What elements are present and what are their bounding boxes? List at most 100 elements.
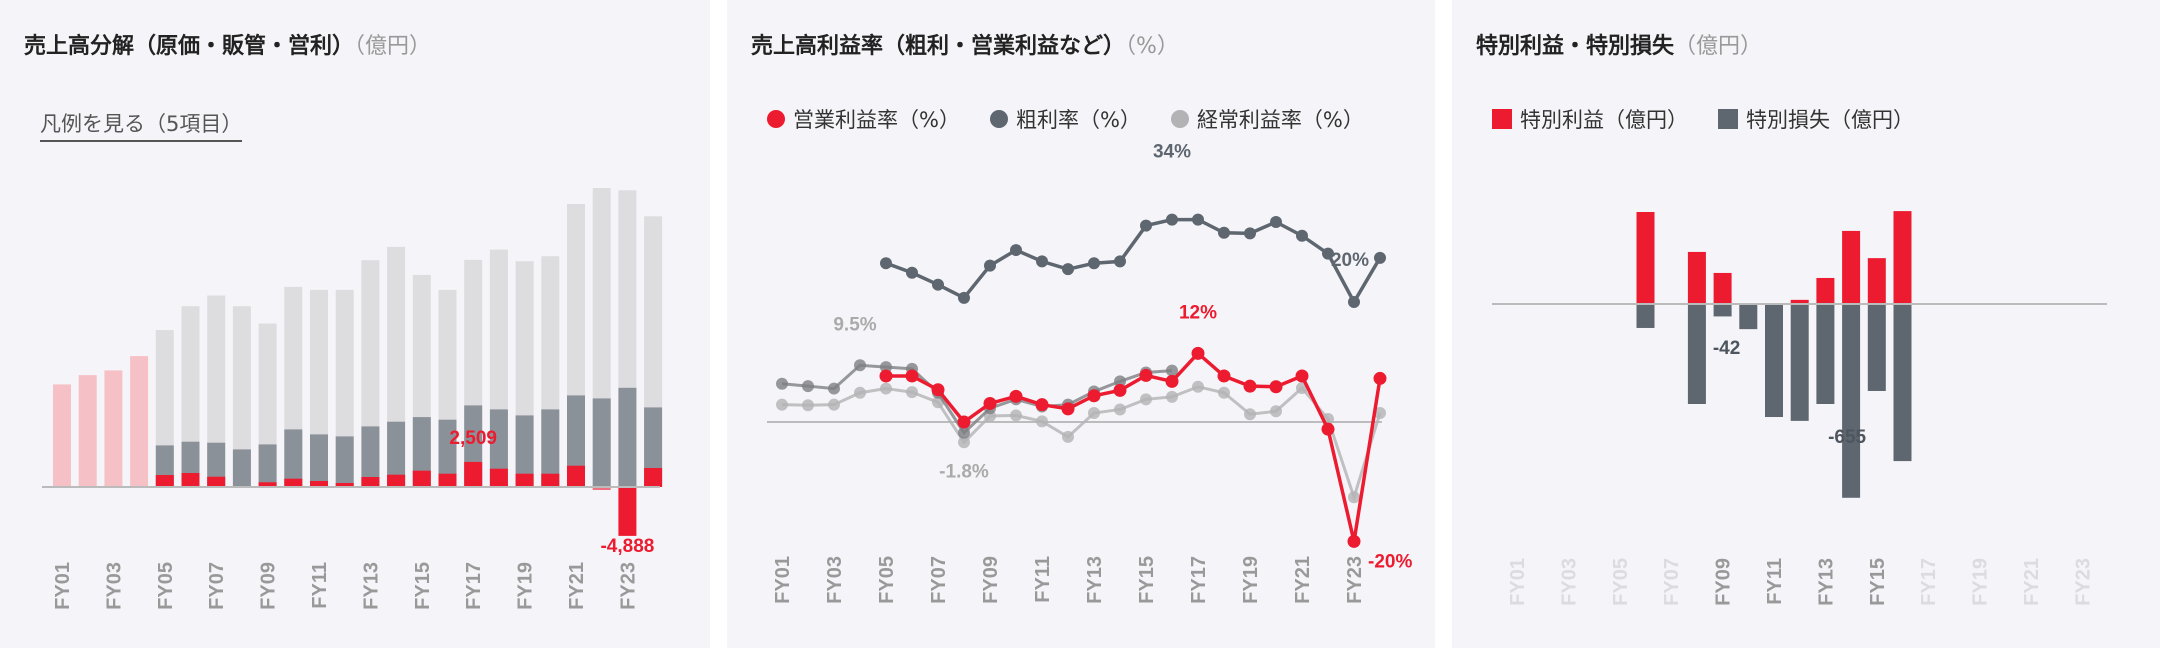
gross-margin-point [1010, 244, 1022, 257]
x-tick-label: FY23 [617, 562, 639, 610]
operating-margin-old-point [1114, 375, 1126, 388]
operating-profit-bar [155, 475, 174, 487]
gross-profit-bar [207, 442, 226, 487]
x-tick-label: FY23 [1344, 556, 1366, 604]
x-tick-label: FY05 [876, 556, 898, 604]
ordinary-margin-point [958, 436, 970, 449]
operating-profit-bar [181, 473, 200, 487]
legend-dot-icon [989, 110, 1008, 128]
gross-margin-point [1244, 227, 1256, 240]
gross-profit-bar [567, 395, 585, 487]
ordinary-margin-point [880, 382, 892, 395]
operating-profit-bar [310, 481, 328, 487]
gross-profit-bar [310, 434, 328, 487]
show-legend-link[interactable]: 凡例を見る（5項目） [40, 108, 243, 142]
title-unit: （億円） [1674, 34, 1763, 59]
x-tick-label: FY13 [360, 562, 382, 610]
extraordinary-loss-bar [1739, 304, 1758, 330]
chart-legend: 営業利益率（%） 粗利率（%） 経常利益率（%） [767, 104, 1422, 134]
operating-margin-point [1217, 369, 1231, 383]
operating-margin-point [1191, 346, 1205, 360]
legend-square-icon [1718, 109, 1738, 129]
profit-margin-chart: 34% 20% 12% -20% 9.5% -1.8% FY01 FY03 FY05 FY07 FY… [767, 142, 1412, 604]
operating-profit-bar [438, 473, 457, 487]
sales-breakdown-panel: 売上高分解（原価・販管・営利）（億円） 凡例を見る（5項目） 2,509 -4,8… [0, 0, 710, 648]
operating-profit-bar [284, 478, 303, 487]
gross-margin-point [1114, 255, 1126, 268]
operating-margin-point [1035, 398, 1049, 412]
operating-margin-point [879, 369, 893, 383]
legend-dot-icon [767, 110, 785, 128]
x-tick-label: FY01 [52, 562, 74, 610]
x-tick-label: FY21 [2021, 558, 2043, 606]
operating-profit-bar [567, 465, 585, 487]
legend-item-gross-margin[interactable]: 粗利率（%） [989, 104, 1141, 134]
ordinary-margin-point [1348, 491, 1360, 504]
operating-margin-point [957, 415, 971, 429]
operating-margin-old-line [781, 363, 1173, 436]
data-label: -42 [1713, 338, 1740, 359]
operating-margin-old-point [776, 377, 788, 390]
data-label: 12% [1179, 302, 1217, 323]
legend-item-operating-margin[interactable]: 営業利益率（%） [767, 104, 960, 134]
operating-profit-bar [412, 470, 431, 487]
gross-margin-point [1166, 213, 1178, 226]
gross-profit-bar [284, 429, 303, 487]
gross-profit-bar [412, 417, 431, 487]
operating-margin-point [1113, 383, 1127, 397]
legend-dot-icon [1170, 110, 1189, 128]
ordinary-margin-point [1166, 390, 1178, 403]
data-label: 20% [1331, 250, 1369, 271]
gross-profit-bar [541, 409, 560, 487]
extraordinary-loss-bar [1687, 304, 1706, 404]
data-label: 9.5% [833, 314, 876, 335]
legend-item-extraordinary-gain[interactable]: 特別利益（億円） [1492, 104, 1688, 134]
sales-bar [78, 375, 97, 487]
ordinary-margin-point [1062, 430, 1074, 443]
legend-label: 営業利益率（%） [793, 108, 960, 132]
x-tick-label: FY17 [1918, 558, 1940, 606]
extraordinary-gain-bar [1636, 211, 1655, 304]
title-text: 特別利益・特別損失 [1476, 34, 1675, 59]
ordinary-margin-point [1140, 393, 1152, 406]
x-tick-label: FY15 [1867, 558, 1889, 606]
gross-margin-point [1270, 216, 1282, 229]
operating-margin-point [1243, 379, 1257, 393]
x-tick-label: FY23 [2072, 558, 2094, 606]
sales-bar [104, 370, 123, 487]
chart-legend: 特別利益（億円） 特別損失（億円） [1492, 104, 1914, 134]
x-tick-label: FY13 [1815, 558, 1837, 606]
x-tick-label: FY07 [928, 556, 950, 604]
ordinary-margin-point [802, 399, 814, 412]
operating-margin-point [1009, 389, 1023, 403]
gross-profit-bar [592, 398, 611, 487]
operating-profit-bar [361, 477, 380, 487]
extraordinary-loss-bar [1765, 304, 1783, 418]
x-tick-label: FY07 [1661, 558, 1683, 606]
extraordinary-loss-bar [1816, 304, 1835, 404]
gross-margin-point [1296, 229, 1308, 242]
gross-profit-bar [618, 387, 637, 487]
data-label: 34% [1153, 142, 1191, 163]
x-tick-label: FY01 [1507, 558, 1529, 606]
operating-margin-old-point [958, 426, 970, 439]
extraordinary-loss-bar [1790, 304, 1809, 421]
legend-square-icon [1492, 109, 1512, 129]
extraordinary-loss-bar [1636, 304, 1655, 328]
x-tick-label: FY11 [309, 562, 331, 609]
x-tick-label: FY19 [515, 562, 537, 610]
legend-item-ordinary-margin[interactable]: 経常利益率（%） [1170, 104, 1364, 134]
x-tick-label: FY05 [1610, 558, 1632, 606]
gross-margin-point [880, 257, 892, 270]
extraordinary-items-panel: 特別利益・特別損失（億円） 特別利益（億円） 特別損失（億円） -42 -655 F… [1452, 0, 2160, 648]
gross-margin-point [1322, 247, 1334, 260]
operating-profit-bar [207, 476, 226, 487]
ordinary-margin-point [1192, 380, 1204, 393]
legend-item-extraordinary-loss[interactable]: 特別損失（億円） [1718, 104, 1914, 134]
operating-margin-point [1061, 402, 1075, 416]
gross-margin-point [1088, 257, 1100, 270]
extraordinary-gain-bar [1790, 299, 1809, 304]
x-tick-label: FY13 [1084, 556, 1106, 604]
gross-margin-point [1348, 296, 1360, 309]
operating-margin-point [1321, 422, 1335, 436]
